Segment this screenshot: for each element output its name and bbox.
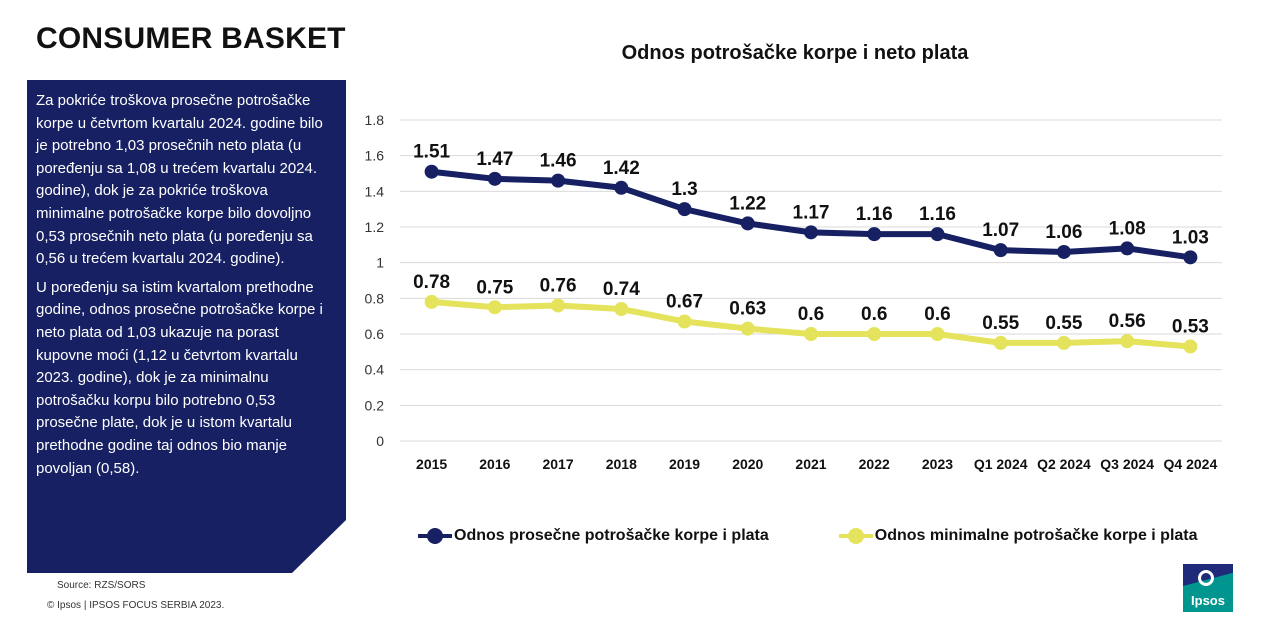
page-title: CONSUMER BASKET: [36, 22, 346, 55]
summary-text: Za pokriće troškova prosečne potrošačke …: [36, 90, 326, 486]
data-point: [1056, 244, 1071, 259]
y-tick-label: 0.8: [365, 290, 385, 306]
data-label: 1.46: [540, 151, 577, 172]
source-note: Source: RZS/SORS: [57, 580, 146, 591]
x-tick-label: 2023: [922, 456, 953, 472]
data-label: 0.6: [798, 304, 824, 325]
data-label: 1.16: [856, 204, 893, 225]
data-point: [1183, 250, 1198, 265]
data-label: 0.76: [540, 275, 577, 296]
y-tick-label: 1.4: [365, 183, 385, 199]
data-point: [867, 227, 882, 242]
data-label: 1.16: [919, 204, 956, 225]
data-label: 1.51: [413, 142, 450, 163]
y-tick-label: 1.8: [365, 112, 385, 128]
y-tick-label: 1: [376, 255, 384, 271]
data-label: 1.03: [1172, 227, 1209, 248]
legend-swatch-average: [418, 524, 452, 548]
data-label: 1.08: [1109, 218, 1146, 239]
x-tick-label: Q2 2024: [1037, 456, 1091, 472]
legend-item-average: Odnos prosečne potrošačke korpe i plata: [418, 524, 769, 548]
data-label: 0.55: [1045, 313, 1082, 334]
data-label: 0.6: [861, 304, 887, 325]
legend-dot-minimal: [847, 528, 864, 544]
data-point: [930, 327, 945, 341]
x-tick-label: 2021: [795, 456, 826, 472]
y-tick-label: 1.6: [365, 148, 385, 164]
data-point: [1056, 335, 1071, 350]
data-point: [930, 227, 945, 242]
data-label: 0.6: [924, 304, 950, 325]
copyright-note: © Ipsos | IPSOS FOCUS SERBIA 2023.: [47, 600, 225, 611]
chart-title: Odnos potrošačke korpe i neto plata: [621, 42, 969, 64]
line-chart: 0 0.2 0.4 0.6 0.8 1 1.2 1.4 1.6 1.8 2015 2016 2017 20…: [365, 112, 1222, 472]
data-label: 0.55: [982, 313, 1019, 334]
legend-label-average: Odnos prosečne potrošačke korpe i plata: [454, 527, 769, 544]
data-point: [424, 294, 439, 309]
legend-swatch-minimal: [838, 524, 873, 548]
data-point: [1120, 241, 1135, 256]
data-label: 1.3: [671, 179, 697, 200]
legend-dot-average: [427, 528, 443, 544]
data-point: [551, 298, 566, 313]
data-point: [487, 171, 502, 186]
x-tick-label: 2015: [416, 456, 447, 472]
data-point: [677, 202, 692, 217]
x-tick-label: 2019: [669, 456, 700, 472]
x-tick-label: 2016: [479, 456, 510, 472]
data-point: [740, 321, 755, 336]
data-point: [614, 180, 629, 195]
x-tick-label: 2017: [542, 456, 573, 472]
data-label: 1.06: [1045, 222, 1082, 243]
x-tick-label: 2020: [732, 456, 763, 472]
y-tick-label: 0.6: [365, 326, 385, 342]
data-point: [1120, 334, 1135, 349]
data-point: [487, 300, 502, 315]
chart-legend: Odnos prosečne potrošačke korpe i plata …: [418, 524, 1268, 548]
data-point: [740, 216, 755, 231]
data-point: [804, 327, 818, 341]
data-point: [614, 302, 629, 317]
y-tick-label: 0: [376, 433, 384, 449]
data-label: 1.47: [476, 149, 513, 170]
data-label: 1.42: [603, 158, 640, 179]
y-tick-label: 0.2: [365, 397, 385, 413]
data-point: [993, 335, 1008, 350]
summary-paragraph-1: Za pokriće troškova prosečne potrošačke …: [36, 92, 323, 268]
x-tick-label: Q1 2024: [974, 456, 1028, 472]
data-label: 1.22: [729, 193, 766, 214]
data-label: 1.07: [982, 220, 1019, 241]
ipsos-logo: Ipsos: [1183, 564, 1233, 612]
summary-paragraph-2: U poređenju sa istim kvartalom prethodne…: [36, 278, 323, 477]
x-tick-label: Q3 2024: [1100, 456, 1154, 472]
data-label: 0.56: [1109, 311, 1146, 332]
data-point: [551, 173, 566, 188]
data-point: [867, 327, 882, 341]
data-label: 0.63: [729, 299, 766, 320]
data-point: [424, 164, 439, 179]
data-label: 0.67: [666, 292, 703, 313]
x-tick-label: 2018: [606, 456, 637, 472]
logo-text: Ipsos: [1191, 593, 1225, 608]
data-point: [677, 314, 692, 329]
data-label: 0.75: [476, 277, 513, 298]
summary-panel: Za pokriće troškova prosečne potrošačke …: [27, 80, 346, 573]
x-tick-label: 2022: [859, 456, 890, 472]
data-point: [1183, 339, 1198, 354]
legend-item-minimal: Odnos minimalne potrošačke korpe i plata: [838, 524, 1198, 548]
data-label: 1.17: [793, 202, 830, 223]
data-label: 0.78: [413, 272, 450, 293]
data-point: [993, 243, 1008, 258]
legend-label-minimal: Odnos minimalne potrošačke korpe i plata: [874, 527, 1198, 544]
data-label: 0.53: [1172, 316, 1209, 337]
y-tick-label: 0.4: [365, 362, 385, 378]
logo-mark-icon: [1198, 570, 1214, 586]
data-label: 0.74: [603, 279, 640, 300]
data-point: [804, 225, 818, 240]
y-tick-label: 1.2: [365, 219, 385, 235]
x-tick-label: Q4 2024: [1164, 456, 1218, 472]
